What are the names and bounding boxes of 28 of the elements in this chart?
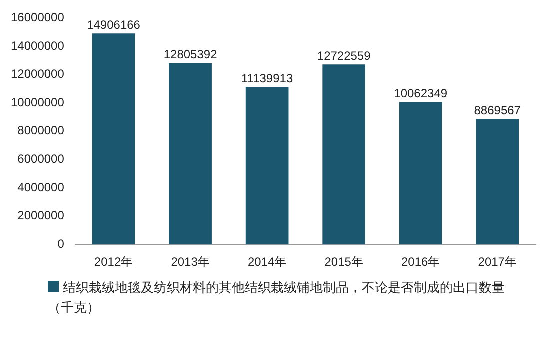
bar	[169, 63, 212, 245]
data-label: 12722559	[317, 48, 372, 63]
x-tick-label: 2015年	[324, 255, 364, 270]
bar	[322, 64, 366, 245]
x-tick-label: 2017年	[478, 255, 517, 270]
data-label: 10062349	[394, 86, 448, 101]
bar	[476, 119, 520, 245]
y-tick-label: 6000000	[18, 152, 65, 166]
bar	[399, 102, 442, 245]
data-label: 8869567	[474, 103, 522, 118]
y-tick-label: 10000000	[11, 95, 65, 110]
y-tick-label: 14000000	[11, 38, 65, 53]
legend-label: 结织栽绒地毯及纺织材料的其他结织栽绒铺地制品，不论是否制成的出口数量（千克）	[48, 281, 505, 316]
y-tick-label: 8000000	[18, 124, 65, 138]
x-tick-label: 2013年	[171, 255, 210, 270]
bar	[246, 86, 289, 245]
x-tick-label: 2014年	[248, 255, 287, 270]
y-tick-label: 4000000	[18, 180, 65, 194]
y-tick-label: 0	[58, 236, 65, 251]
y-tick-label: 12000000	[11, 67, 65, 82]
data-label: 11139913	[242, 71, 294, 86]
data-label: 12805392	[164, 48, 218, 62]
y-tick-label: 16000000	[11, 10, 65, 25]
x-tick-label: 2016年	[401, 255, 440, 270]
y-tick-label: 2000000	[18, 208, 65, 223]
data-label: 14906166	[87, 18, 141, 32]
x-tick-label: 2012年	[94, 255, 134, 270]
bar	[92, 34, 136, 245]
